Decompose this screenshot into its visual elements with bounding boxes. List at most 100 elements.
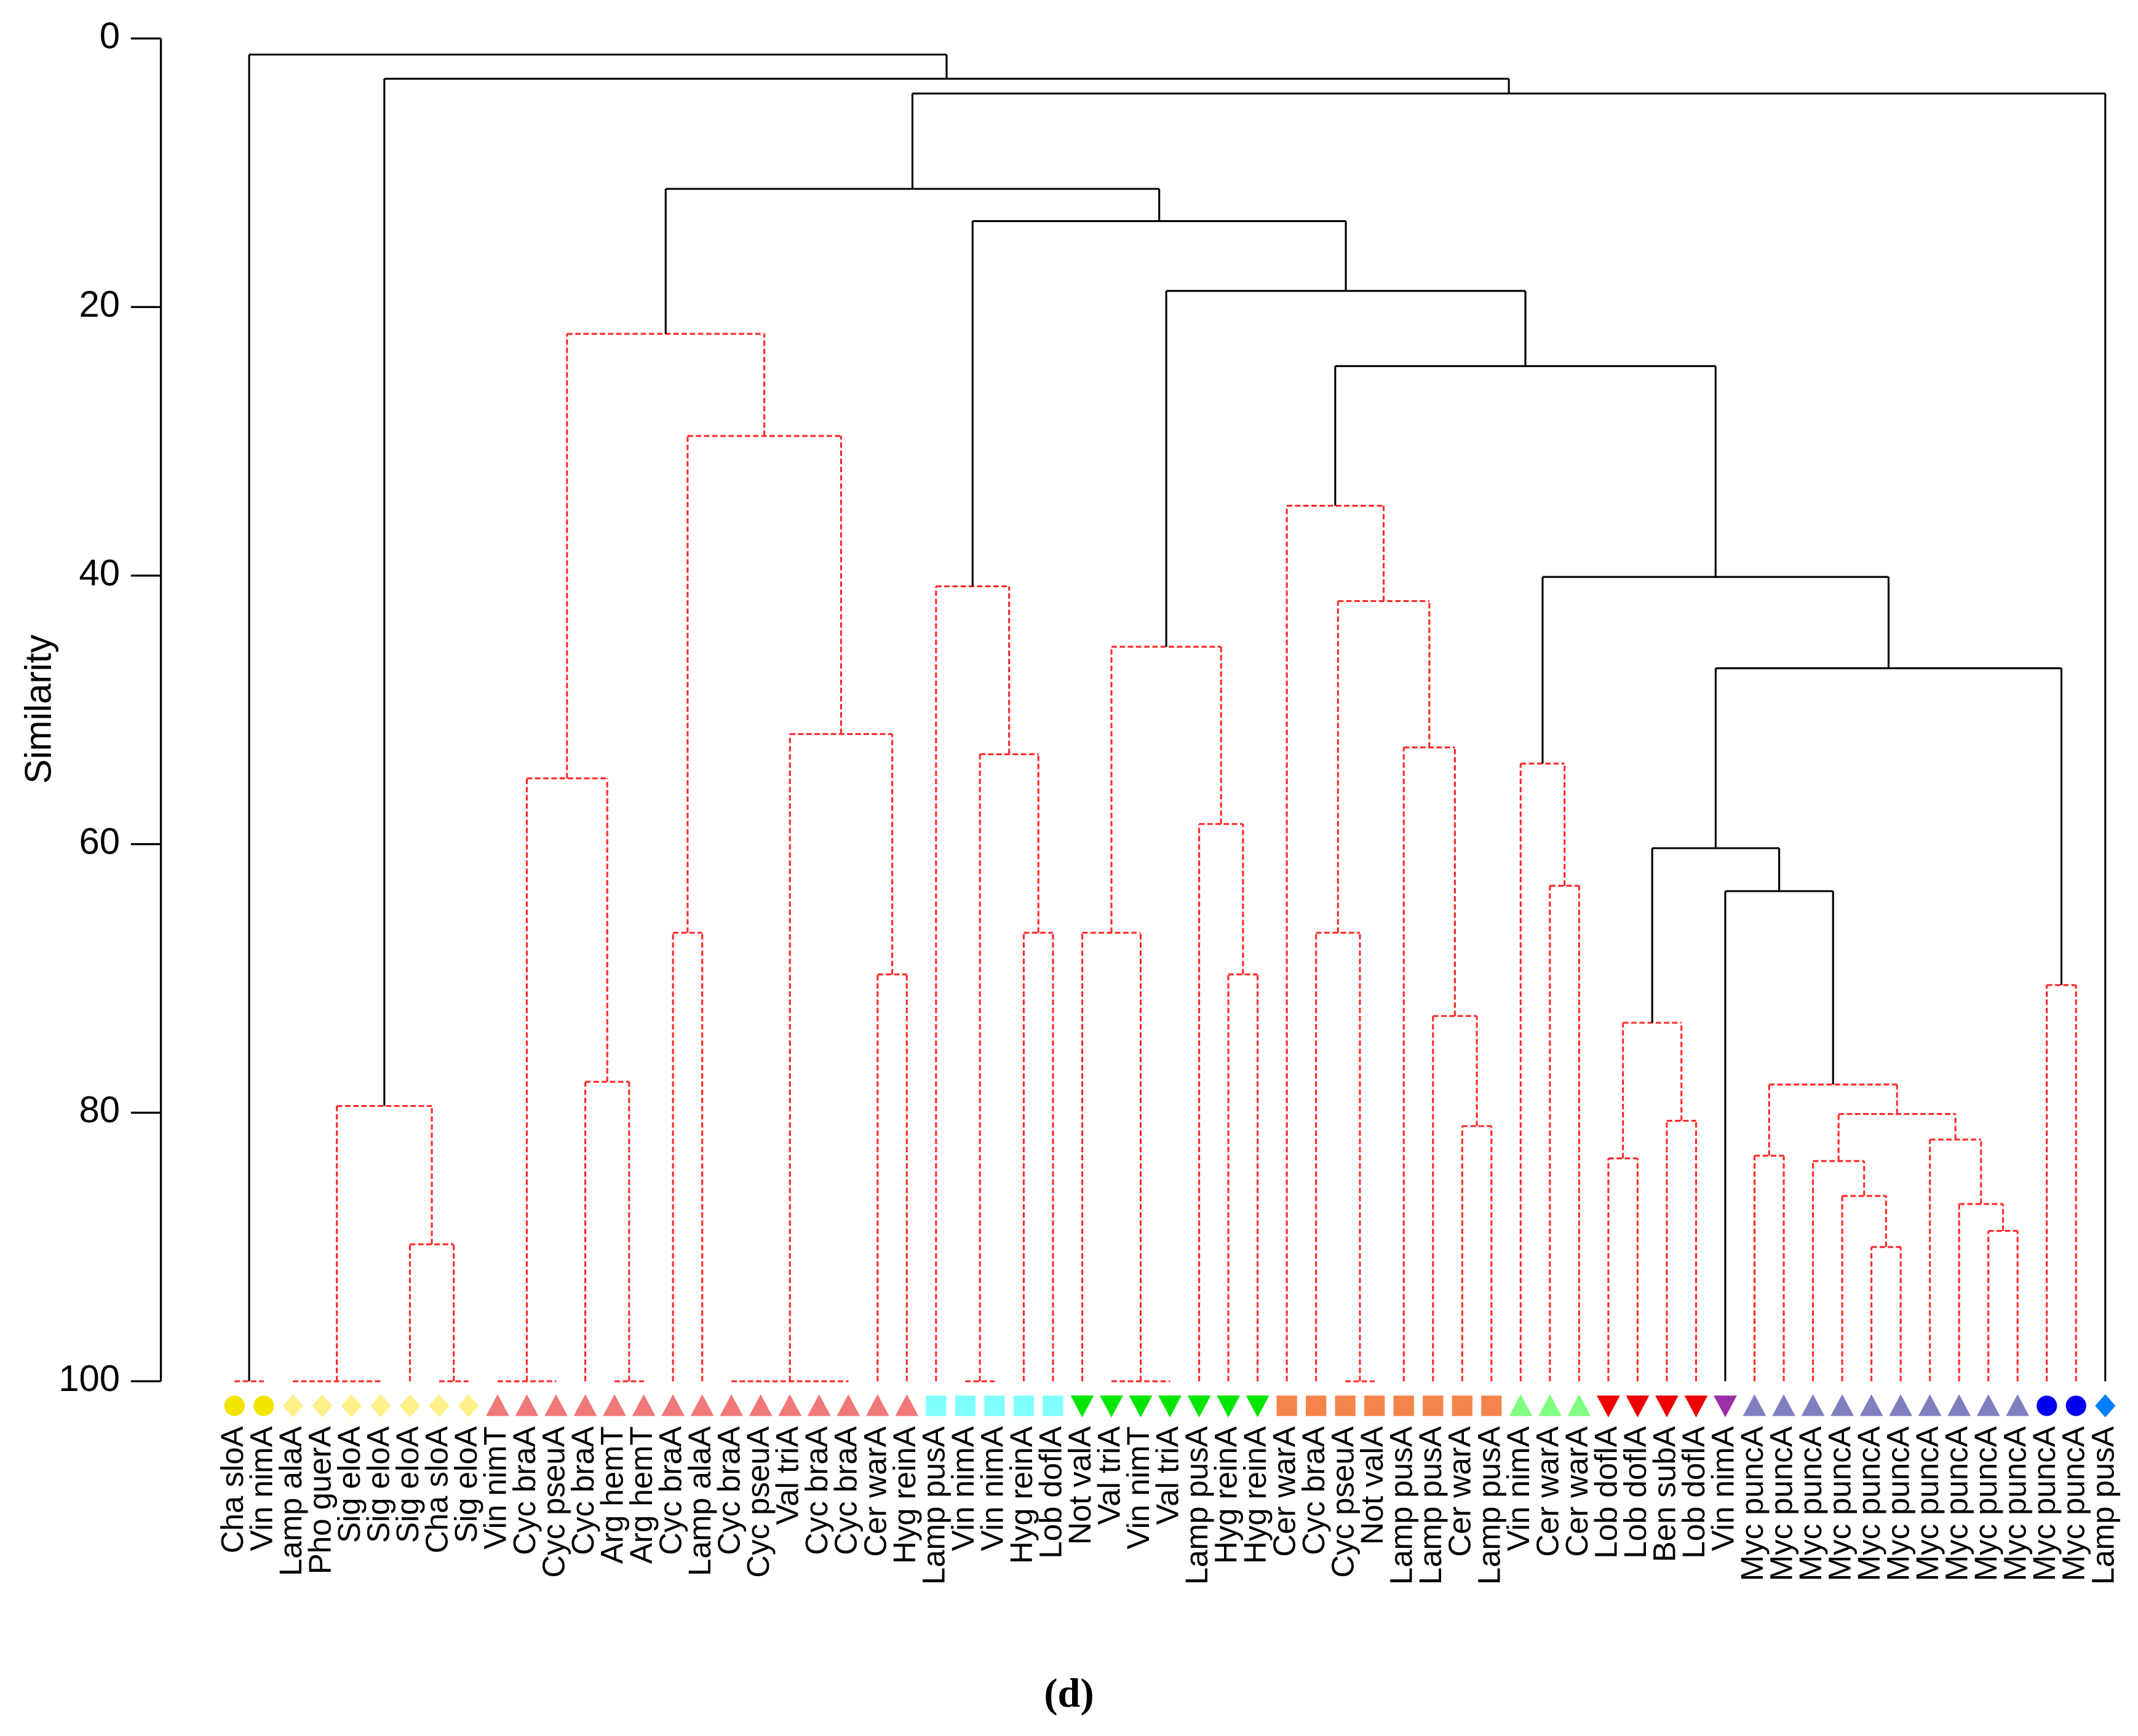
leaf-marker bbox=[1393, 1395, 1414, 1416]
leaf-label: Arg hemT bbox=[595, 1426, 630, 1564]
leaf-label: Cyc pseuA bbox=[536, 1426, 571, 1577]
leaf-label: Myc puncA bbox=[1939, 1426, 1974, 1581]
leaf-marker bbox=[1830, 1394, 1854, 1416]
leaf-label: Sig eloA bbox=[332, 1426, 367, 1543]
leaf-marker bbox=[837, 1394, 860, 1416]
leaf-marker bbox=[429, 1394, 450, 1417]
leaf-label: Not valA bbox=[1354, 1426, 1389, 1545]
leaf-label: Ben subA bbox=[1647, 1426, 1682, 1562]
leaf-label: Lamp pusA bbox=[1471, 1426, 1506, 1585]
leaf-marker bbox=[720, 1394, 744, 1416]
leaf-marker bbox=[1100, 1395, 1123, 1417]
leaf-marker bbox=[1889, 1394, 1912, 1416]
leaf-label: Cer warA bbox=[1530, 1426, 1565, 1556]
leaf-marker bbox=[603, 1394, 626, 1416]
leaf-label: Cyc braA bbox=[653, 1426, 688, 1555]
leaf-marker bbox=[1626, 1395, 1650, 1417]
leaf-label: Val triA bbox=[1091, 1426, 1126, 1525]
leaf-marker bbox=[2095, 1394, 2116, 1417]
leaf-label: Myc puncA bbox=[1851, 1426, 1886, 1581]
leaf-label: Sig eloA bbox=[360, 1426, 395, 1543]
leaf-marker bbox=[282, 1394, 303, 1417]
leaf-label: Val triA bbox=[1150, 1426, 1185, 1525]
leaf-label: Myc puncA bbox=[2027, 1426, 2062, 1581]
leaf-marker bbox=[1043, 1395, 1063, 1416]
leaf-label: Cyc braA bbox=[829, 1426, 864, 1555]
leaf-label: Cer warA bbox=[1267, 1426, 1302, 1556]
leaf-label: Cer warA bbox=[1442, 1426, 1477, 1556]
leaf-label: Cyc pseuA bbox=[1325, 1426, 1361, 1577]
leaf-label: Lamp alaA bbox=[273, 1426, 308, 1576]
y-tick-label: 40 bbox=[79, 552, 121, 593]
leaf-label: Lamp alaA bbox=[682, 1426, 717, 1576]
leaf-marker bbox=[955, 1395, 976, 1416]
leaf-marker bbox=[224, 1395, 245, 1416]
leaf-marker bbox=[1859, 1394, 1883, 1416]
leaf-marker bbox=[370, 1394, 391, 1417]
leaf-label: Vin nimA bbox=[974, 1426, 1009, 1551]
leaf-marker bbox=[1509, 1394, 1533, 1416]
leaf-marker bbox=[1684, 1395, 1708, 1417]
leaf-label: Val triA bbox=[770, 1426, 805, 1525]
leaf-label: Sig eloA bbox=[390, 1426, 425, 1543]
leaf-label: Vin nimT bbox=[477, 1426, 512, 1549]
leaf-label: Vin nimA bbox=[1705, 1426, 1740, 1551]
y-tick-label: 20 bbox=[79, 283, 121, 325]
leaf-marker bbox=[1918, 1394, 1942, 1416]
leaf-marker bbox=[1276, 1395, 1297, 1416]
leaf-marker bbox=[515, 1394, 539, 1416]
leaf-marker bbox=[1306, 1395, 1327, 1416]
leaf-marker bbox=[1070, 1395, 1094, 1417]
leaf-marker bbox=[1217, 1395, 1240, 1417]
leaf-label: Myc puncA bbox=[1822, 1426, 1858, 1581]
leaf-label: Cyc braA bbox=[799, 1426, 834, 1555]
leaf-marker bbox=[1947, 1394, 1971, 1416]
leaf-marker bbox=[661, 1394, 685, 1416]
leaf-label: Arg hemT bbox=[624, 1426, 659, 1564]
leaf-label: Cyc braA bbox=[712, 1426, 747, 1555]
leaf-marker bbox=[778, 1394, 802, 1416]
leaf-label: Hyg reinA bbox=[887, 1426, 922, 1564]
leaf-label: Sig eloA bbox=[448, 1426, 483, 1543]
leaf-label: Lamp pusA bbox=[1384, 1426, 1419, 1585]
leaf-marker bbox=[1335, 1395, 1356, 1416]
leaf-marker bbox=[1772, 1394, 1795, 1416]
leaf-label: Lamp pusA bbox=[2085, 1426, 2120, 1585]
leaf-label: Cer warA bbox=[857, 1426, 892, 1556]
leaf-marker bbox=[926, 1395, 947, 1416]
leaf-marker bbox=[486, 1394, 509, 1416]
leaf-marker bbox=[1714, 1395, 1737, 1417]
leaf-marker bbox=[341, 1394, 362, 1417]
leaf-marker bbox=[1743, 1394, 1766, 1416]
leaf-label: Lamp pusA bbox=[916, 1426, 951, 1585]
leaf-label: Myc puncA bbox=[1793, 1426, 1828, 1581]
leaf-marker bbox=[1158, 1395, 1182, 1417]
leaf-label: Vin nimA bbox=[1501, 1426, 1536, 1551]
leaf-marker bbox=[399, 1394, 421, 1417]
leaf-label: Hyg reinA bbox=[1004, 1426, 1039, 1564]
leaf-marker bbox=[865, 1394, 889, 1416]
leaf-marker bbox=[1013, 1395, 1035, 1416]
leaf-marker bbox=[632, 1394, 656, 1416]
leaf-label: Lob doflA bbox=[1618, 1426, 1653, 1558]
leaf-marker bbox=[312, 1394, 333, 1417]
leaf-label: Cyc braA bbox=[565, 1426, 600, 1555]
leaf-label: Cyc pseuA bbox=[741, 1426, 776, 1577]
leaf-label: Hyg reinA bbox=[1209, 1426, 1244, 1564]
y-axis-label: Similarity bbox=[17, 635, 58, 784]
leaf-marker bbox=[1423, 1395, 1444, 1416]
leaf-label: Myc puncA bbox=[1910, 1426, 1945, 1581]
leaf-marker bbox=[544, 1394, 568, 1416]
leaf-label: Lob doflA bbox=[1676, 1426, 1711, 1558]
leaf-label: Pho guerA bbox=[302, 1426, 337, 1574]
leaf-marker bbox=[1481, 1395, 1502, 1416]
leaf-marker bbox=[1597, 1395, 1620, 1417]
leaf-marker bbox=[253, 1395, 274, 1416]
leaf-label: Lob doflA bbox=[1588, 1426, 1623, 1558]
y-tick-label: 0 bbox=[100, 15, 120, 56]
caption: (d) bbox=[1044, 1671, 1094, 1716]
leaf-marker bbox=[690, 1394, 714, 1416]
leaf-label: Myc puncA bbox=[1764, 1426, 1799, 1581]
